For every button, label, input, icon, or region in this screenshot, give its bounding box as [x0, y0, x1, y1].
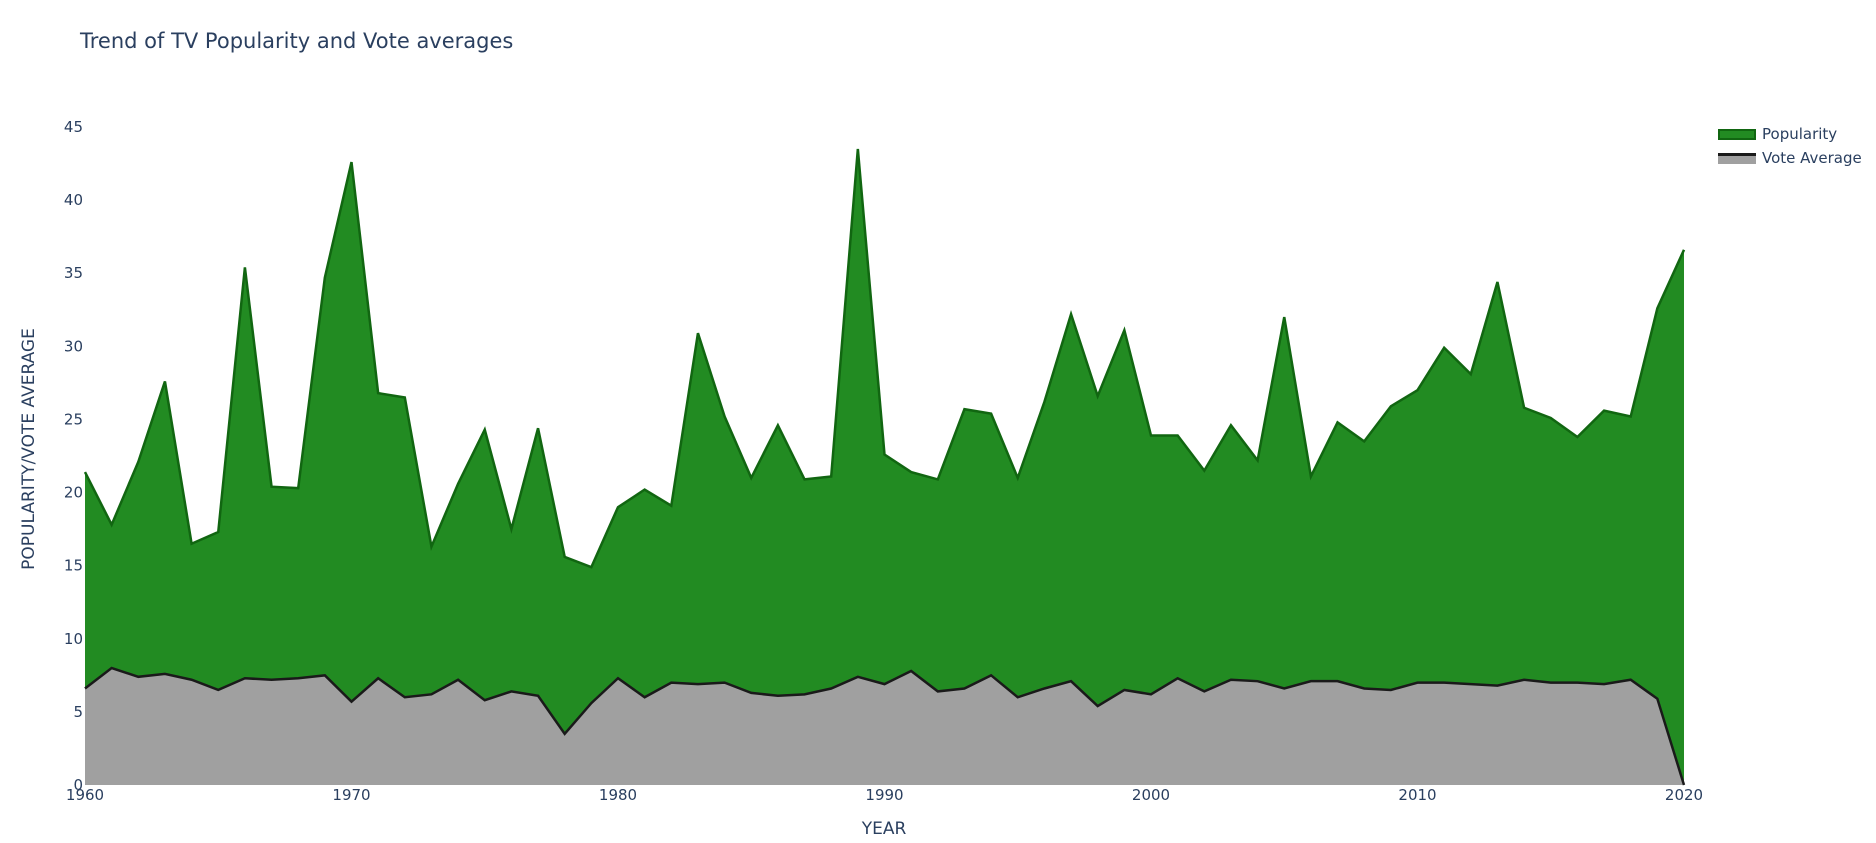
y-axis-title: POPULARITY/VOTE AVERAGE [19, 328, 39, 570]
legend: Popularity Vote Average [1718, 122, 1862, 170]
y-axis-ticks: 0 5 10 15 20 25 30 35 40 45 [64, 118, 83, 794]
legend-swatch-vote-average [1718, 152, 1756, 164]
x-tick-label: 1980 [599, 786, 637, 804]
series-line-vote-average [84, 666, 1686, 786]
y-tick-label: 45 [64, 118, 83, 136]
x-tick-label: 2020 [1665, 786, 1703, 804]
y-tick-label: 5 [73, 703, 83, 721]
x-axis-ticks: 1960 1970 1980 1990 2000 2010 2020 [66, 786, 1703, 804]
x-tick-label: 1970 [332, 786, 370, 804]
legend-label-popularity: Popularity [1762, 125, 1838, 143]
x-tick-label: 1990 [865, 786, 903, 804]
y-tick-label: 20 [64, 484, 83, 502]
x-tick-label: 1960 [66, 786, 104, 804]
plot-area [83, 148, 1686, 786]
chart-title: Trend of TV Popularity and Vote averages [80, 29, 514, 53]
y-tick-label: 25 [64, 410, 83, 428]
legend-swatch-popularity [1718, 128, 1756, 140]
x-tick-label: 2000 [1132, 786, 1170, 804]
y-tick-label: 40 [64, 191, 83, 209]
y-tick-label: 35 [64, 264, 83, 282]
x-axis-title: YEAR [861, 819, 907, 839]
series-line-popularity [83, 148, 1686, 569]
legend-item-popularity[interactable]: Popularity [1718, 122, 1862, 146]
legend-label-vote-average: Vote Average [1762, 149, 1862, 167]
y-tick-label: 0 [73, 776, 83, 794]
y-tick-label: 30 [64, 337, 83, 355]
y-tick-label: 10 [64, 630, 83, 648]
series-area-vote-average [85, 668, 1684, 785]
series-area-popularity [85, 148, 1684, 785]
legend-item-vote-average[interactable]: Vote Average [1718, 146, 1862, 170]
y-tick-label: 15 [64, 557, 83, 575]
x-tick-label: 2010 [1398, 786, 1436, 804]
